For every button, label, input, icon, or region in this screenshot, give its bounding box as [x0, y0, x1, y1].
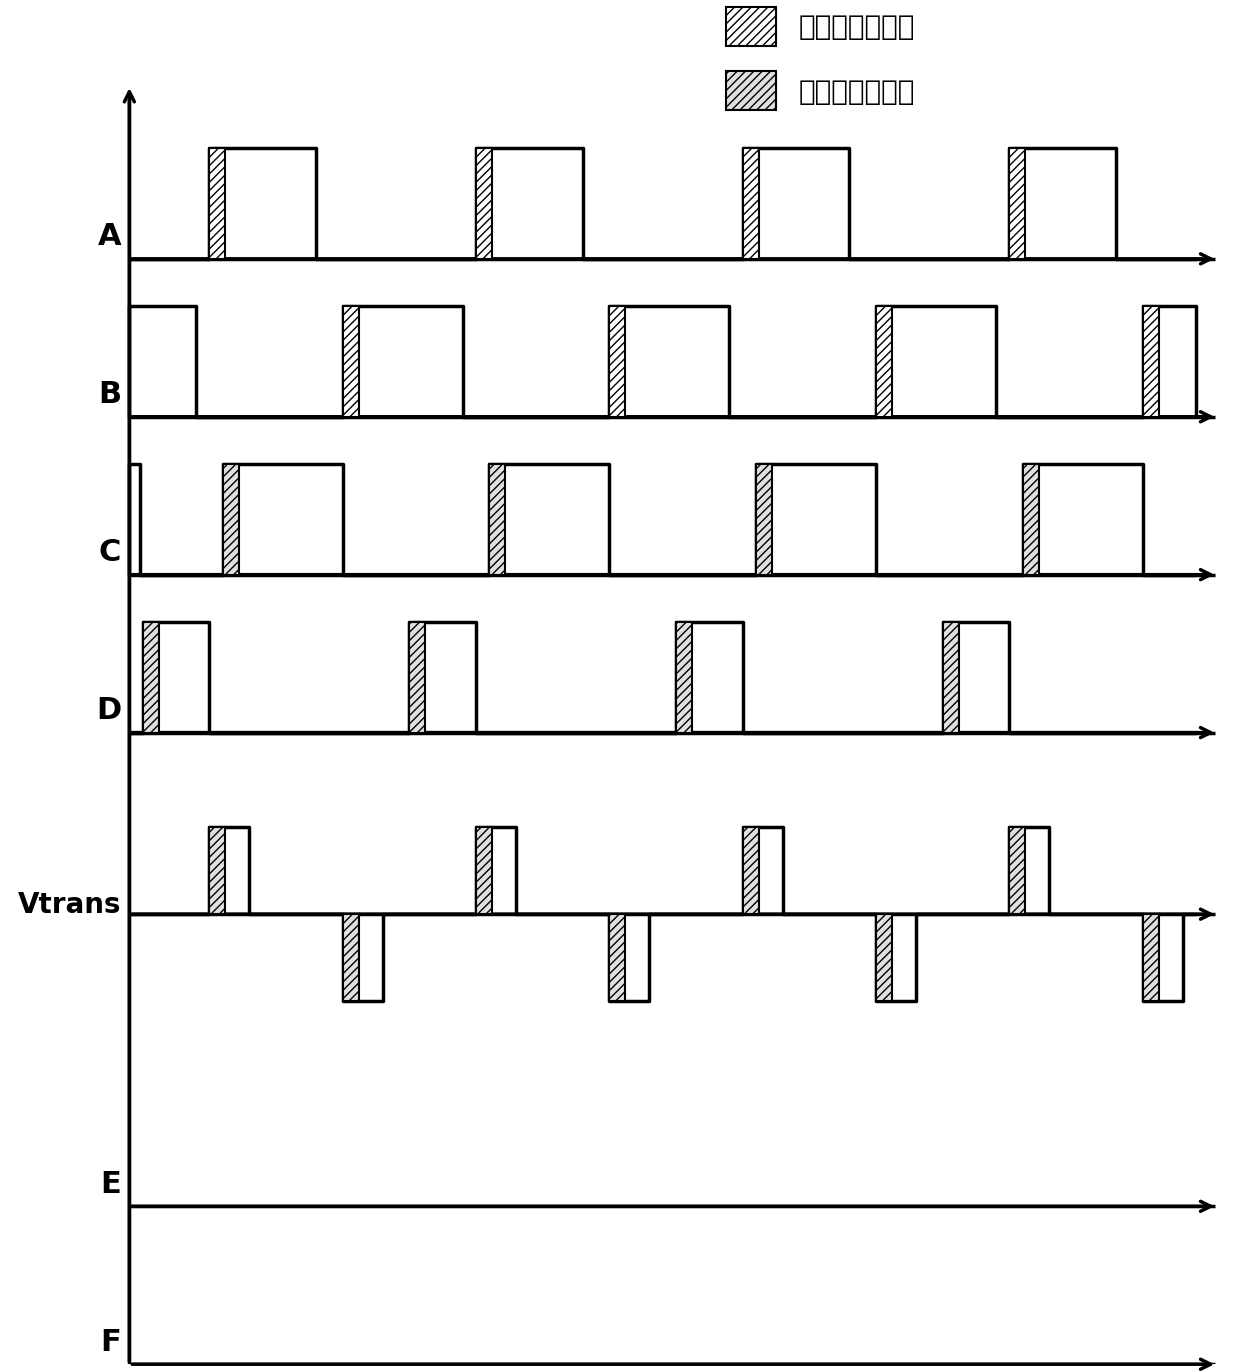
Bar: [942, 622, 959, 733]
Bar: [342, 306, 358, 417]
Text: C: C: [99, 538, 122, 567]
Bar: [756, 464, 773, 575]
Bar: [609, 306, 625, 417]
Bar: [1009, 827, 1025, 914]
Bar: [875, 306, 892, 417]
Bar: [676, 622, 692, 733]
Bar: [1023, 464, 1039, 575]
Text: A: A: [98, 222, 122, 251]
Text: F: F: [100, 1328, 122, 1357]
Bar: [875, 914, 892, 1002]
Bar: [476, 827, 492, 914]
Bar: [743, 827, 759, 914]
Bar: [342, 914, 358, 1002]
Bar: [476, 148, 492, 259]
Bar: [1142, 914, 1158, 1002]
Text: E: E: [100, 1170, 122, 1199]
Bar: [143, 622, 159, 733]
Bar: [490, 464, 505, 575]
Text: B: B: [98, 380, 122, 409]
Bar: [409, 622, 425, 733]
Bar: [1142, 306, 1158, 417]
Bar: [210, 827, 226, 914]
Bar: [210, 148, 226, 259]
Bar: [223, 464, 238, 575]
Legend: 滞后臂死区时间, 超前臂死区时间: 滞后臂死区时间, 超前臂死区时间: [715, 0, 926, 122]
Bar: [609, 914, 625, 1002]
Text: D: D: [95, 696, 122, 724]
Bar: [1009, 148, 1025, 259]
Bar: [743, 148, 759, 259]
Text: Vtrans: Vtrans: [17, 892, 122, 919]
